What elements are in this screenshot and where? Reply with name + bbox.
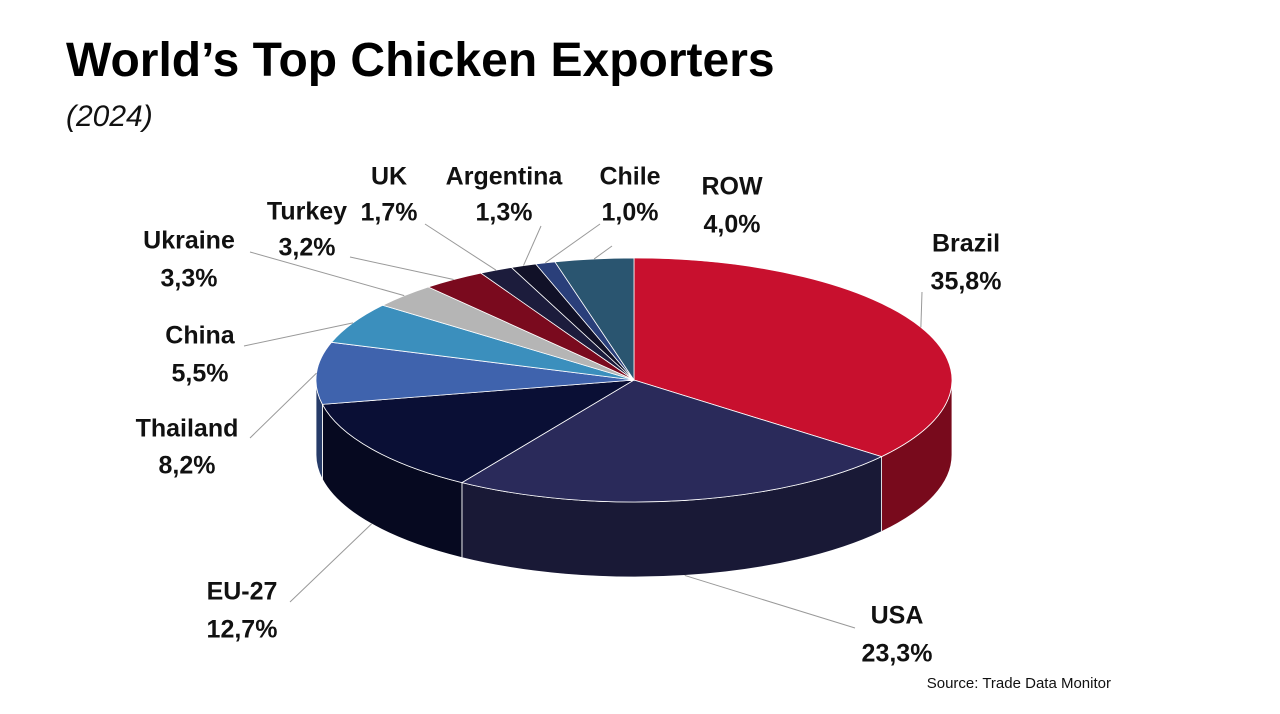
leader-line (249, 372, 317, 439)
category-label: UK (371, 163, 407, 191)
leader-line (920, 291, 923, 328)
category-label: Argentina (446, 163, 564, 191)
leader-line (523, 225, 542, 266)
value-label: 1,7% (361, 199, 418, 227)
slice (321, 379, 635, 484)
category-label: China (165, 322, 236, 350)
value-label: 23,3% (862, 640, 933, 668)
value-label: 3,2% (279, 234, 336, 262)
value-label: 12,7% (207, 616, 278, 644)
leader-line (289, 523, 372, 603)
category-label: USA (871, 602, 924, 630)
leader-line (593, 245, 613, 260)
value-label: 8,2% (159, 452, 216, 480)
category-label: ROW (701, 173, 763, 201)
category-label: Ukraine (143, 227, 235, 255)
value-label: 1,0% (602, 199, 659, 227)
chart-title: World’s Top Chicken Exporters (66, 34, 775, 87)
slice (460, 379, 883, 503)
value-label: 3,3% (161, 265, 218, 293)
value-label: 1,3% (476, 199, 533, 227)
category-label: Turkey (267, 198, 347, 226)
slice (633, 257, 953, 458)
source-note: Source: Trade Data Monitor (927, 675, 1111, 692)
value-label: 5,5% (172, 360, 229, 388)
leader-line (249, 251, 405, 297)
chart-subtitle: (2024) (66, 100, 153, 133)
leader-line (684, 574, 856, 629)
leader-line (424, 223, 497, 271)
category-label: Thailand (136, 415, 239, 443)
leader-line (349, 256, 454, 281)
category-label: EU-27 (207, 578, 278, 606)
category-label: Chile (599, 163, 660, 191)
leader-line (243, 322, 354, 347)
category-label: Brazil (932, 230, 1000, 258)
value-label: 4,0% (704, 211, 761, 239)
value-label: 35,8% (931, 268, 1002, 296)
leader-line (544, 223, 601, 264)
